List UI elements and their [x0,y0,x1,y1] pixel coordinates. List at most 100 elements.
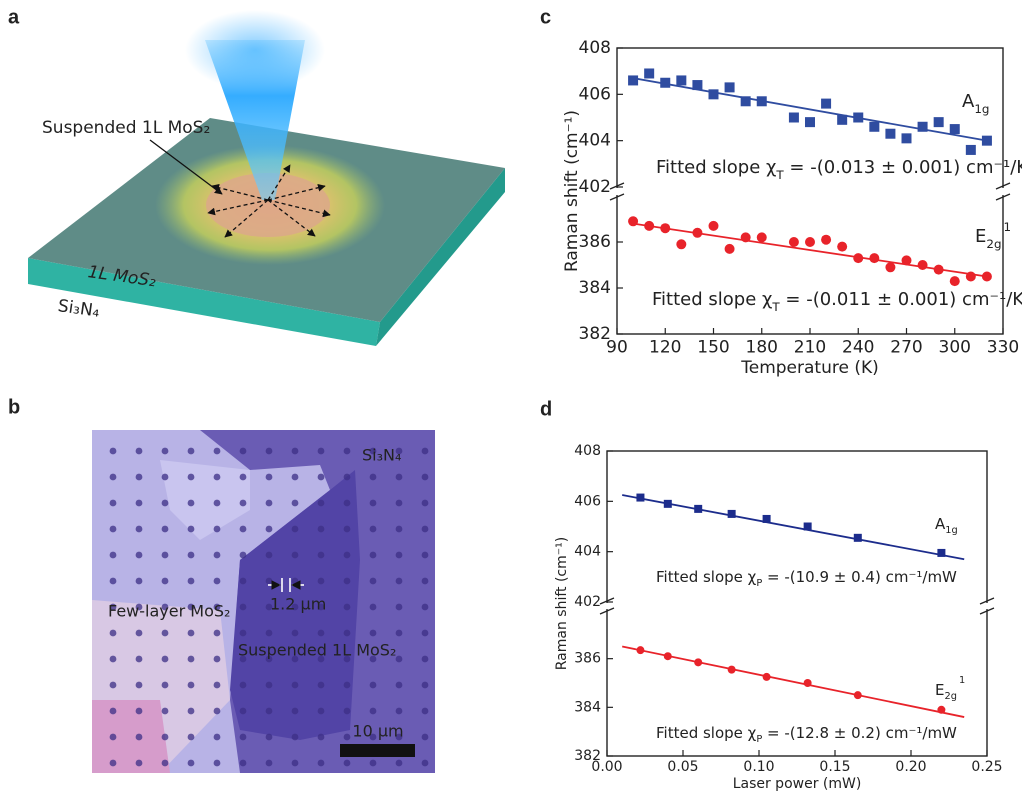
annotation: Fitted slope χT = -(0.013 ± 0.001) cm⁻¹/… [656,157,1022,182]
data-point [628,216,639,227]
arrow [207,199,269,216]
annotation-text: = -(10.9 ± 0.4) cm⁻¹/mW [762,568,957,586]
panel-label: c [540,6,551,28]
series-label: E2g1 [975,220,1011,251]
data-point [917,260,928,270]
x-tick-label: 330 [987,338,1019,358]
data-point [901,255,912,266]
axis-break-gap [613,188,621,195]
annotation-sub: T [775,168,784,182]
axis-break-gap [603,603,611,609]
arrow [211,183,269,201]
data-point [937,548,946,557]
y-tick-label: 386 [574,651,601,667]
annotation: Si₃N₄ [57,296,101,322]
data-point [676,239,687,250]
data-point [869,253,880,264]
x-tick-label: 0.15 [819,759,850,775]
series-name-sub: 1g [974,102,989,116]
data-point [901,133,912,144]
annotation: Fitted slope χT = -(0.011 ± 0.001) cm⁻¹/… [652,289,1022,314]
x-tick-label: 300 [939,338,971,358]
y-tick-label: 408 [574,443,601,459]
annotation: Fitted slope χP = -(12.8 ± 0.2) cm⁻¹/mW [656,724,957,745]
chart: 90 120 150 180 210 240 270 300 330 382 384 386 402 40… [562,38,1022,378]
suspended-hole [206,173,330,237]
x-tick-label: 0.10 [743,759,774,775]
series-name: E [935,681,944,699]
x-tick-label: 210 [794,338,826,358]
data-point [805,237,815,247]
axis-break [609,193,625,201]
x-tick-label: 0.00 [591,759,622,775]
data-point [740,232,751,243]
series-name-sup: 1 [1004,220,1012,234]
fit-line [622,494,965,561]
data-point [756,96,767,107]
annotation-sub: T [771,300,780,314]
data-point [692,80,703,91]
fit-line [632,222,988,278]
axis-break-gap [983,603,991,609]
fit-line [632,77,988,142]
annotation: 1.2 μm [270,595,326,614]
arrow [224,199,269,238]
panel-a-illustration: Suspended 1L MoS₂ 1L MoS₂ Si₃N₄ [28,10,505,346]
data-point [821,98,832,109]
pointer [149,139,223,195]
axis-break [979,607,995,615]
data-point [694,504,703,513]
annotation-text: Fitted slope χ [656,724,757,742]
data-point [762,514,771,523]
data-point [917,121,928,132]
annotation-sub: P [756,734,762,745]
x-axis-title: Temperature (K) [740,358,879,378]
data-point [724,243,735,254]
data-point [821,234,832,245]
annotation: 10 μm [352,722,403,741]
data-point [853,533,862,542]
series-label: A1g [935,515,958,536]
data-point [981,271,992,282]
panel-label: d [540,398,552,420]
arrow [267,199,331,218]
series-name-sub: 2g [944,691,956,702]
slab-side [376,168,505,346]
axis-break [599,607,615,615]
y-tick-label: 386 [579,232,611,252]
data-point [933,264,944,275]
x-axis-title: Laser power (mW) [733,776,862,792]
data-point [663,499,672,508]
data-point [740,96,751,107]
hole-array [92,430,435,773]
annotation: Few-layer MoS₂ [108,602,230,621]
fit-line [622,645,965,718]
data-point [853,691,862,700]
x-tick-label: 0.05 [667,759,698,775]
data-point [803,679,812,687]
panel-b-micrograph: Si₃N₄ Few-layer MoS₂ 1.2 μm Suspended 1L… [92,430,435,773]
series-name-sub: 1g [945,525,957,536]
x-tick-label: 270 [890,338,922,358]
data-point [727,665,736,674]
data-point [692,227,703,238]
x-tick-label: 90 [606,338,628,358]
data-point [965,144,976,155]
scale-bar [340,744,415,757]
series-name: A [962,91,975,112]
x-tick-label: 240 [842,338,874,358]
annotation: Fitted slope χP = -(10.9 ± 0.4) cm⁻¹/mW [656,568,957,589]
axis-break [995,182,1011,190]
laser-beam [205,40,305,200]
y-tick-label: 404 [579,131,611,151]
y-tick-label: 406 [579,84,611,104]
data-point [965,271,976,282]
chart: 0.00 0.05 0.10 0.15 0.20 0.25 382 384 386 402 404 4… [554,443,1003,792]
x-tick-label: 180 [746,338,778,358]
annotation: Si₃N₄ [362,446,401,465]
data-point [660,223,671,234]
annotation-text: = -(0.011 ± 0.001) cm⁻¹/K [780,289,1022,310]
arrow [267,199,316,237]
data-point [727,509,736,518]
